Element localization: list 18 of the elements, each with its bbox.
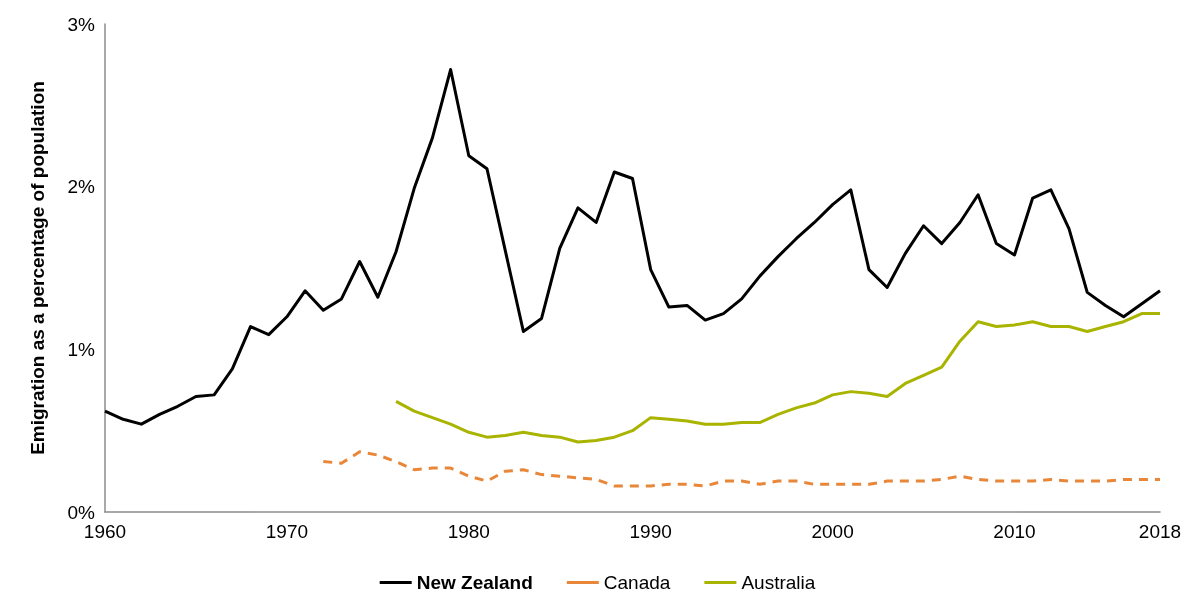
legend-label: Canada (603, 572, 671, 593)
line-series (394, 312, 1162, 444)
y-tick-label: 2% (67, 176, 96, 198)
y-tick-label: 0% (67, 501, 96, 523)
x-tick-label: 1970 (265, 521, 309, 542)
legend-label: Australia (741, 572, 816, 593)
y-tick-label: 1% (67, 338, 96, 360)
x-tick-label: 1990 (629, 521, 672, 542)
line-series (103, 68, 1162, 426)
x-tick-label: 2018 (1138, 521, 1182, 542)
x-tick-label: 2010 (993, 521, 1036, 542)
x-tick-label: 2000 (811, 521, 854, 542)
x-tick-label: 1960 (83, 521, 127, 542)
line-series (321, 450, 1162, 488)
y-tick-label: 3% (67, 13, 96, 35)
x-tick-label: 1980 (447, 521, 490, 542)
legend-label: New Zealand (416, 572, 533, 593)
y-axis-title: Emigration as a percentage of population (27, 81, 48, 455)
